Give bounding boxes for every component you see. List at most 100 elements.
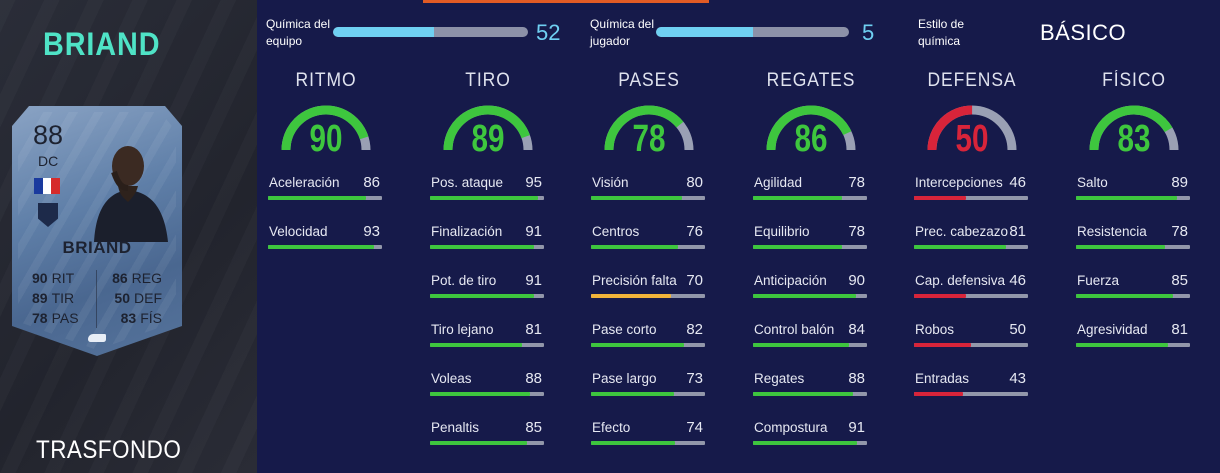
sub-stat-value: 78 [848,174,865,191]
sub-stat-row: Visión 80 [591,174,707,223]
sub-stat-row: Agresividad 81 [1076,321,1192,370]
sub-stat-bar [430,196,544,200]
team-chemistry-value: 52 [536,20,561,45]
card-stat-label: FÍS [140,310,162,326]
sub-stat-value: 76 [686,223,703,240]
stat-category-5: FÍSICO 83 Salto 89 Resistencia 78 Fuerza 85 Agre… [1076,70,1192,347]
sub-stat-bar-fill [1076,343,1169,347]
sub-stat-value: 91 [848,419,865,436]
sub-stat-label: Velocidad [269,224,328,239]
sub-stat-label: Pase largo [592,371,657,386]
card-stat-value: 50 [114,290,130,306]
sub-stat-bar [1076,245,1190,249]
sub-stat-list: Intercepciones 46 Prec. cabezazo 81 Cap. def… [914,174,1030,419]
chemistry-style-value[interactable]: BÁSICO [1040,20,1127,45]
sub-stat-bar-fill [1076,294,1173,298]
player-name: BRIAND [43,26,161,62]
sub-stat-bar-fill [914,294,967,298]
card-stat-row: 78 PAS 83 FÍS [32,310,162,330]
card-stat-row: 89 TIR 50 DEF [32,290,162,310]
player-chemistry-bar [656,27,849,37]
sub-stat-row: Voleas 88 [430,370,546,419]
sub-stat-label: Prec. cabezazo [915,224,1009,239]
category-value: 89 [471,118,505,160]
sub-stat-value: 90 [848,272,865,289]
card-stat-value: 90 [32,270,48,286]
sub-stat-label: Entradas [915,371,970,386]
sub-stat-label: Voleas [431,371,472,386]
background-label: TRASFONDO [36,436,182,464]
sub-stat-bar-fill [591,245,678,249]
sub-stat-bar [268,196,382,200]
sub-stat-label: Fuerza [1077,273,1120,288]
france-flag-icon [34,178,61,194]
team-chemistry-bar [333,27,528,37]
sub-stat-bar [753,343,867,347]
sub-stat-bar [430,294,544,298]
sub-stat-row: Precisión falta 70 [591,272,707,321]
flag-stripe-white [42,178,52,194]
sub-stat-label: Agilidad [754,175,803,190]
stat-category-4: DEFENSA 50 Intercepciones 46 Prec. cabezazo 8… [914,70,1030,396]
sub-stat-value: 85 [1171,272,1188,289]
sub-stat-value: 43 [1009,370,1026,387]
sub-stat-row: Tiro lejano 81 [430,321,546,370]
sub-stat-bar-fill [430,343,523,347]
sub-stat-value: 88 [848,370,865,387]
sub-stat-row: Finalización 91 [430,223,546,272]
sub-stat-value: 88 [525,370,542,387]
sub-stat-value: 81 [1009,223,1026,240]
sub-stat-label: Tiro lejano [431,322,494,337]
sub-stat-row: Salto 89 [1076,174,1192,223]
sub-stat-bar [1076,294,1190,298]
sub-stat-row: Regates 88 [753,370,869,419]
sub-stat-value: 89 [1171,174,1188,191]
sub-stat-bar-fill [753,441,857,445]
sub-stat-list: Aceleración 86 Velocidad 93 [268,174,384,272]
category-value: 90 [309,118,343,160]
sub-stat-row: Control balón 84 [753,321,869,370]
card-stats: 90 RIT 86 REG 89 TIR 50 DEF 78 PAS 83 FÍS [32,270,162,330]
sub-stat-bar-fill [591,196,683,200]
card-stat-value: 89 [32,290,48,306]
card-stat-label: RIT [51,270,75,286]
sub-stat-list: Agilidad 78 Equilibrio 78 Anticipación 90 Cont… [753,174,869,468]
player-card[interactable]: 88 DC BRIAND 90 RIT 86 REG 89 TIR 50 DEF 7 [12,106,182,356]
sub-stat-value: 78 [848,223,865,240]
category-title: PASES [618,70,680,91]
sub-stat-bar [914,294,1028,298]
sub-stat-bar [591,343,705,347]
category-gauge: 90 [268,100,384,160]
sub-stat-row: Agilidad 78 [753,174,869,223]
card-stat-label: PAS [51,310,79,326]
sub-stat-bar-fill [914,392,964,396]
sub-stat-label: Resistencia [1077,224,1147,239]
player-chemistry-fill [656,27,753,37]
sub-stat-bar-fill [430,392,531,396]
card-divider [96,270,97,328]
sub-stat-value: 91 [525,223,542,240]
gauge-fill [927,105,1017,151]
sub-stat-bar [914,196,1028,200]
sub-stat-label: Precisión falta [592,273,677,288]
gauge-fill [443,105,533,151]
stat-category-0: RITMO 90 Aceleración 86 Velocidad 93 [268,70,384,249]
sub-stat-label: Visión [592,175,629,190]
category-value: 83 [1117,118,1151,160]
sub-stat-row: Intercepciones 46 [914,174,1030,223]
sub-stat-label: Control balón [754,322,835,337]
category-gauge: 86 [753,100,869,160]
card-player-name: BRIAND [62,238,132,257]
stat-category-3: REGATES 86 Agilidad 78 Equilibrio 78 Anticipac… [753,70,869,445]
sub-stat-bar [591,392,705,396]
sub-stat-bar-fill [753,196,842,200]
sub-stat-bar [591,294,705,298]
flag-stripe-blue [34,178,43,194]
sub-stat-bar-fill [753,245,842,249]
card-stat-row: 90 RIT 86 REG [32,270,162,290]
sub-stat-value: 85 [525,419,542,436]
category-title: REGATES [766,70,856,91]
sub-stat-bar [591,196,705,200]
sub-stat-bar [591,245,705,249]
sub-stat-label: Pot. de tiro [431,273,497,288]
